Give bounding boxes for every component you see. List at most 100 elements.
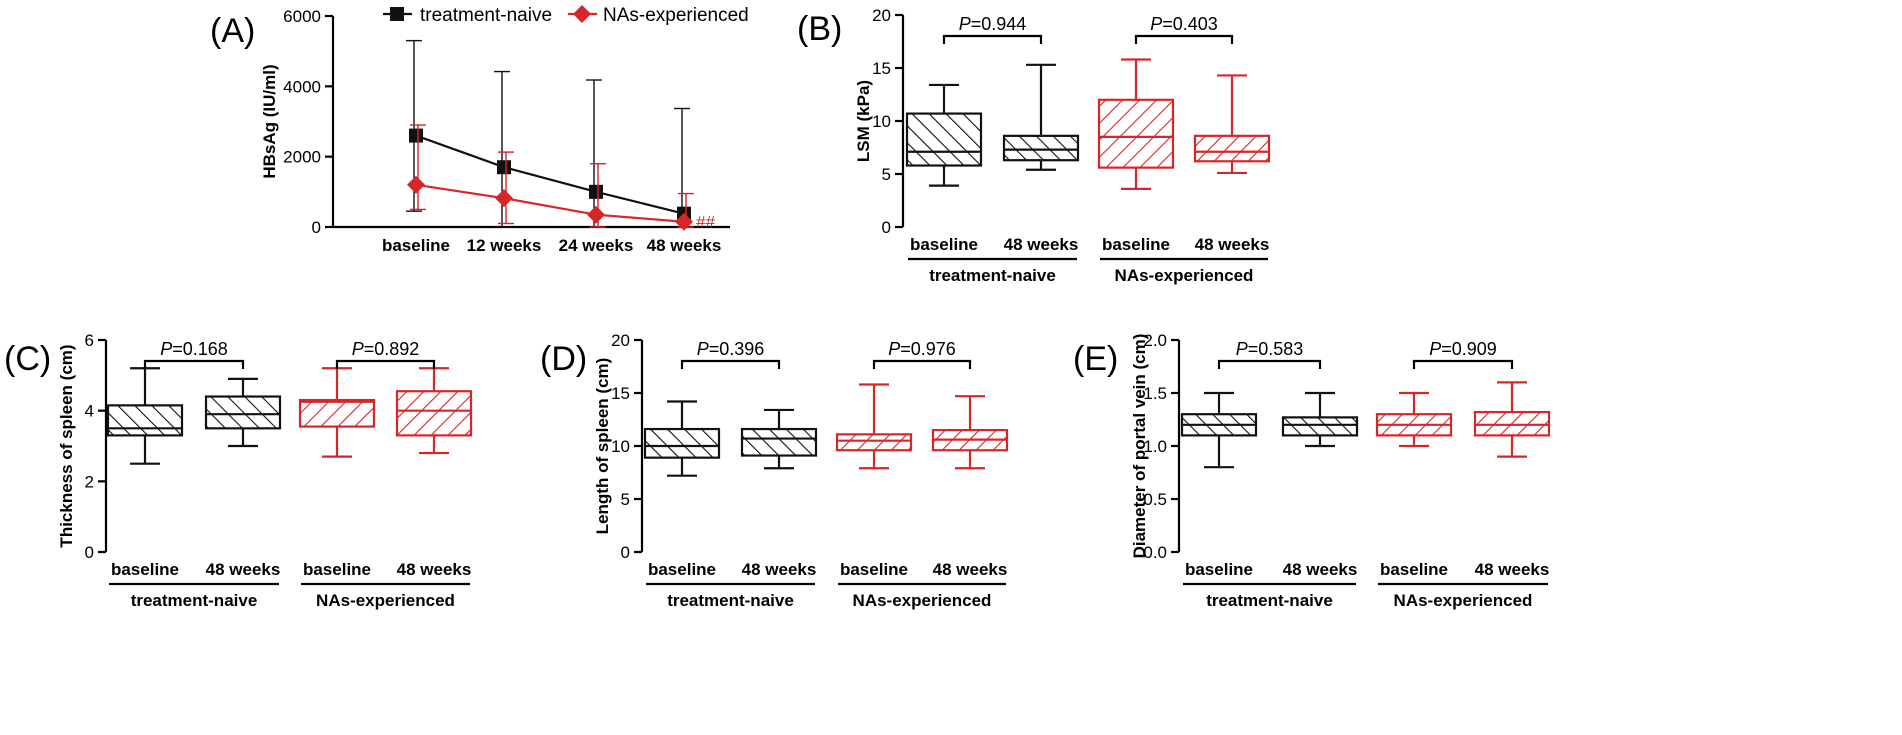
x-category-label: 48 weeks xyxy=(1283,560,1358,579)
y-tick-label: 2.0 xyxy=(1143,331,1167,350)
box-48-weeks xyxy=(1473,381,1551,458)
p-symbol: P xyxy=(959,14,971,34)
x-category-label: 48 weeks xyxy=(1475,560,1550,579)
box-iqr xyxy=(1281,416,1359,437)
p-value: =0.403 xyxy=(1162,14,1218,34)
panel-label: (A) xyxy=(210,12,255,50)
y-tick-label: 10 xyxy=(611,437,630,456)
box-baseline xyxy=(835,383,913,470)
group-label: treatment-naive xyxy=(929,266,1056,285)
p-symbol: P xyxy=(1429,339,1441,359)
p-value: =0.168 xyxy=(172,339,228,359)
y-axis-title: Thickness of spleen (cm) xyxy=(57,344,76,547)
y-tick-label: 0 xyxy=(621,543,630,562)
y-tick-label: 15 xyxy=(872,59,891,78)
x-category-label: baseline xyxy=(1185,560,1253,579)
y-tick-label: 5 xyxy=(621,490,630,509)
x-category-label: 48 weeks xyxy=(1195,235,1270,254)
x-category-label: 48 weeks xyxy=(206,560,281,579)
p-symbol: P xyxy=(1150,14,1162,34)
p-value: =0.944 xyxy=(971,14,1027,34)
data-point-diamond xyxy=(495,189,513,208)
box-48-weeks xyxy=(1193,74,1271,175)
y-axis-title: HBsAg (IU/ml) xyxy=(260,64,279,178)
x-category-label: baseline xyxy=(910,235,978,254)
y-tick-label: 20 xyxy=(611,331,630,350)
series-treatment-naive xyxy=(406,39,691,228)
panel-label: (E) xyxy=(1073,340,1118,378)
box-baseline xyxy=(905,83,983,187)
significance-bracket xyxy=(1412,359,1514,369)
box-baseline xyxy=(643,400,721,477)
box-iqr xyxy=(1097,98,1175,169)
significance-bracket xyxy=(335,359,436,369)
significance-bracket xyxy=(942,34,1043,44)
y-tick-label: 5 xyxy=(882,165,891,184)
data-point-square xyxy=(589,184,603,199)
x-category-label: baseline xyxy=(303,560,371,579)
p-symbol: P xyxy=(697,339,709,359)
p-value: =0.396 xyxy=(709,339,765,359)
y-tick-label: 4000 xyxy=(283,77,321,96)
box-baseline xyxy=(1180,391,1258,469)
box-iqr xyxy=(643,427,721,459)
box-baseline xyxy=(1097,58,1175,190)
box-baseline xyxy=(298,367,376,458)
box-iqr xyxy=(395,390,473,437)
series-line xyxy=(415,183,685,223)
y-tick-label: 0.0 xyxy=(1143,543,1167,562)
significance-bracket xyxy=(1134,34,1234,44)
group-label: NAs-experienced xyxy=(853,591,992,610)
box-iqr xyxy=(1002,134,1080,162)
x-category-label: 48 weeks xyxy=(933,560,1008,579)
group-label: NAs-experienced xyxy=(316,591,455,610)
box-iqr xyxy=(1193,134,1271,163)
p-value: =0.976 xyxy=(900,339,956,359)
y-axis-title: Length of spleen (cm) xyxy=(593,358,612,535)
box-48-weeks xyxy=(1281,391,1359,448)
box-baseline xyxy=(106,367,184,465)
significance-bracket xyxy=(680,359,781,369)
y-tick-label: 1.5 xyxy=(1143,384,1167,403)
y-tick-label: 0.5 xyxy=(1143,490,1167,509)
box-iqr xyxy=(740,427,818,457)
x-category-label: baseline xyxy=(382,236,450,255)
data-point-square xyxy=(497,160,511,175)
data-point-diamond xyxy=(587,205,605,224)
p-value-label: P=0.583 xyxy=(1236,339,1304,359)
x-category-label: 48 weeks xyxy=(1004,235,1079,254)
data-point-diamond xyxy=(675,212,693,231)
series-line xyxy=(415,134,685,215)
y-tick-label: 1.0 xyxy=(1143,437,1167,456)
y-tick-label: 2000 xyxy=(283,148,321,167)
group-label: treatment-naive xyxy=(667,591,794,610)
p-symbol: P xyxy=(352,339,364,359)
series-NAs-experienced xyxy=(407,124,694,231)
x-category-label: 48 weeks xyxy=(647,236,722,255)
p-value: =0.909 xyxy=(1441,339,1497,359)
box-48-weeks xyxy=(1002,63,1080,171)
box-48-weeks xyxy=(395,367,473,455)
y-axis-title: LSM (kPa) xyxy=(854,80,873,162)
legend-marker-square xyxy=(390,7,404,21)
group-label: treatment-naive xyxy=(1206,591,1333,610)
x-category-label: 12 weeks xyxy=(467,236,542,255)
x-category-label: 48 weeks xyxy=(397,560,472,579)
p-value: =0.583 xyxy=(1248,339,1304,359)
significance-annotation: ## xyxy=(696,213,715,232)
y-tick-label: 15 xyxy=(611,384,630,403)
y-tick-label: 4 xyxy=(85,402,94,421)
y-tick-label: 6 xyxy=(85,331,94,350)
y-tick-label: 0 xyxy=(312,218,321,237)
box-48-weeks xyxy=(931,395,1009,470)
p-symbol: P xyxy=(160,339,172,359)
significance-bracket xyxy=(1217,359,1322,369)
group-label: NAs-experienced xyxy=(1115,266,1254,285)
panel-label: (B) xyxy=(797,10,842,48)
group-label: NAs-experienced xyxy=(1394,591,1533,610)
box-48-weeks xyxy=(204,377,282,448)
group-label: treatment-naive xyxy=(131,591,258,610)
legend: treatment-naive NAs-experienced xyxy=(383,5,749,26)
legend-label: NAs-experienced xyxy=(603,5,749,26)
